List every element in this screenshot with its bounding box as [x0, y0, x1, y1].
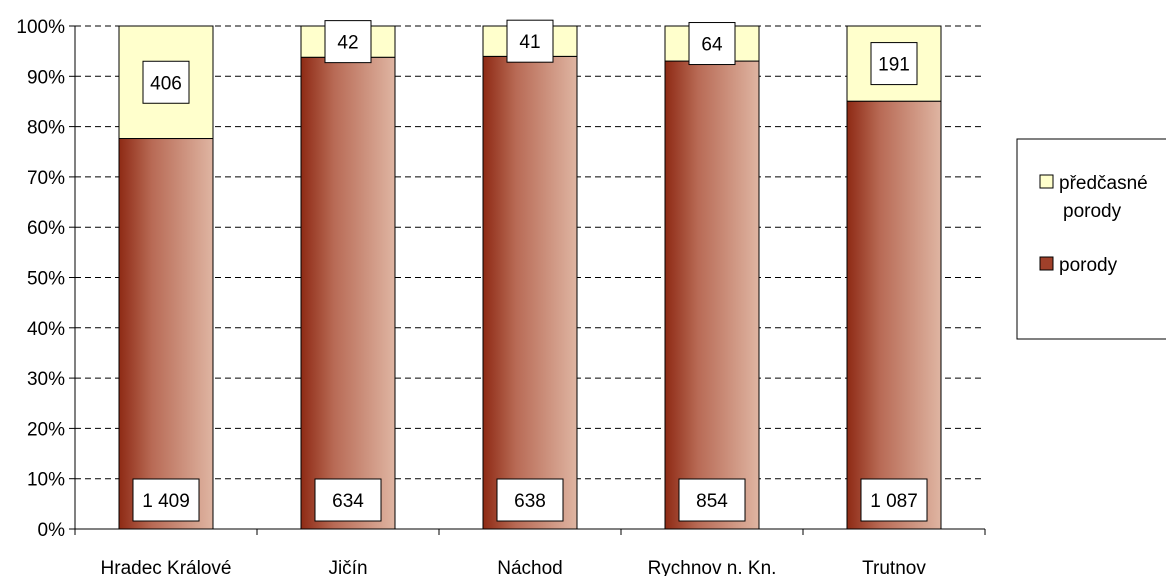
- bar-porody: [482, 55, 578, 530]
- legend-swatch-predcasne-porody: [1039, 174, 1054, 189]
- data-label-box: [870, 42, 918, 86]
- data-label-box: [324, 20, 372, 64]
- y-tick-label: 30%: [27, 369, 65, 390]
- data-label-box: [860, 478, 928, 522]
- data-label-predcasne-porody: 406: [150, 73, 182, 94]
- legend-swatch-porody: [1039, 256, 1054, 271]
- data-label-predcasne-porody: 191: [878, 55, 910, 76]
- x-category-label: Trutnov: [862, 558, 926, 576]
- data-label-box: [496, 478, 564, 522]
- data-label-porody: 1 087: [870, 491, 918, 512]
- y-tick-label: 100%: [16, 17, 65, 38]
- y-tick-label: 40%: [27, 319, 65, 340]
- y-tick-label: 60%: [27, 218, 65, 239]
- y-tick-label: 20%: [27, 419, 65, 440]
- x-category-label: Náchod: [497, 558, 563, 576]
- bar-porody: [300, 56, 396, 530]
- data-label-predcasne-porody: 41: [519, 32, 540, 53]
- data-label-box: [678, 478, 746, 522]
- y-tick-label: 80%: [27, 118, 65, 139]
- y-tick-label: 90%: [27, 67, 65, 88]
- y-tick-label: 50%: [27, 269, 65, 290]
- data-label-porody: 634: [332, 491, 364, 512]
- data-label-box: [506, 19, 554, 63]
- data-label-box: [688, 22, 736, 66]
- data-label-predcasne-porody: 64: [701, 35, 723, 56]
- data-label-box: [142, 60, 190, 104]
- legend-label-predcasne-porody-line2: porody: [1063, 201, 1122, 222]
- data-label-porody: 1 409: [142, 491, 190, 512]
- legend-label-predcasne-porody: předčasné: [1059, 173, 1148, 194]
- bar-porody: [846, 100, 942, 530]
- data-label-box: [314, 478, 382, 522]
- data-label-box: [132, 478, 200, 522]
- bar-porody: [118, 138, 214, 530]
- legend-label-porody: porody: [1059, 255, 1118, 276]
- y-tick-label: 70%: [27, 168, 65, 189]
- data-label-predcasne-porody: 42: [337, 33, 358, 54]
- y-tick-label: 10%: [27, 470, 65, 491]
- bar-porody: [664, 60, 760, 530]
- legend-box: [1016, 138, 1166, 340]
- x-category-label: Jičín: [328, 558, 367, 576]
- y-tick-label: 0%: [38, 520, 66, 541]
- x-category-label: Rychnov n. Kn.: [648, 558, 777, 576]
- data-label-porody: 854: [696, 491, 728, 512]
- data-label-porody: 638: [514, 491, 546, 512]
- x-category-label: Hradec Králové: [101, 558, 232, 576]
